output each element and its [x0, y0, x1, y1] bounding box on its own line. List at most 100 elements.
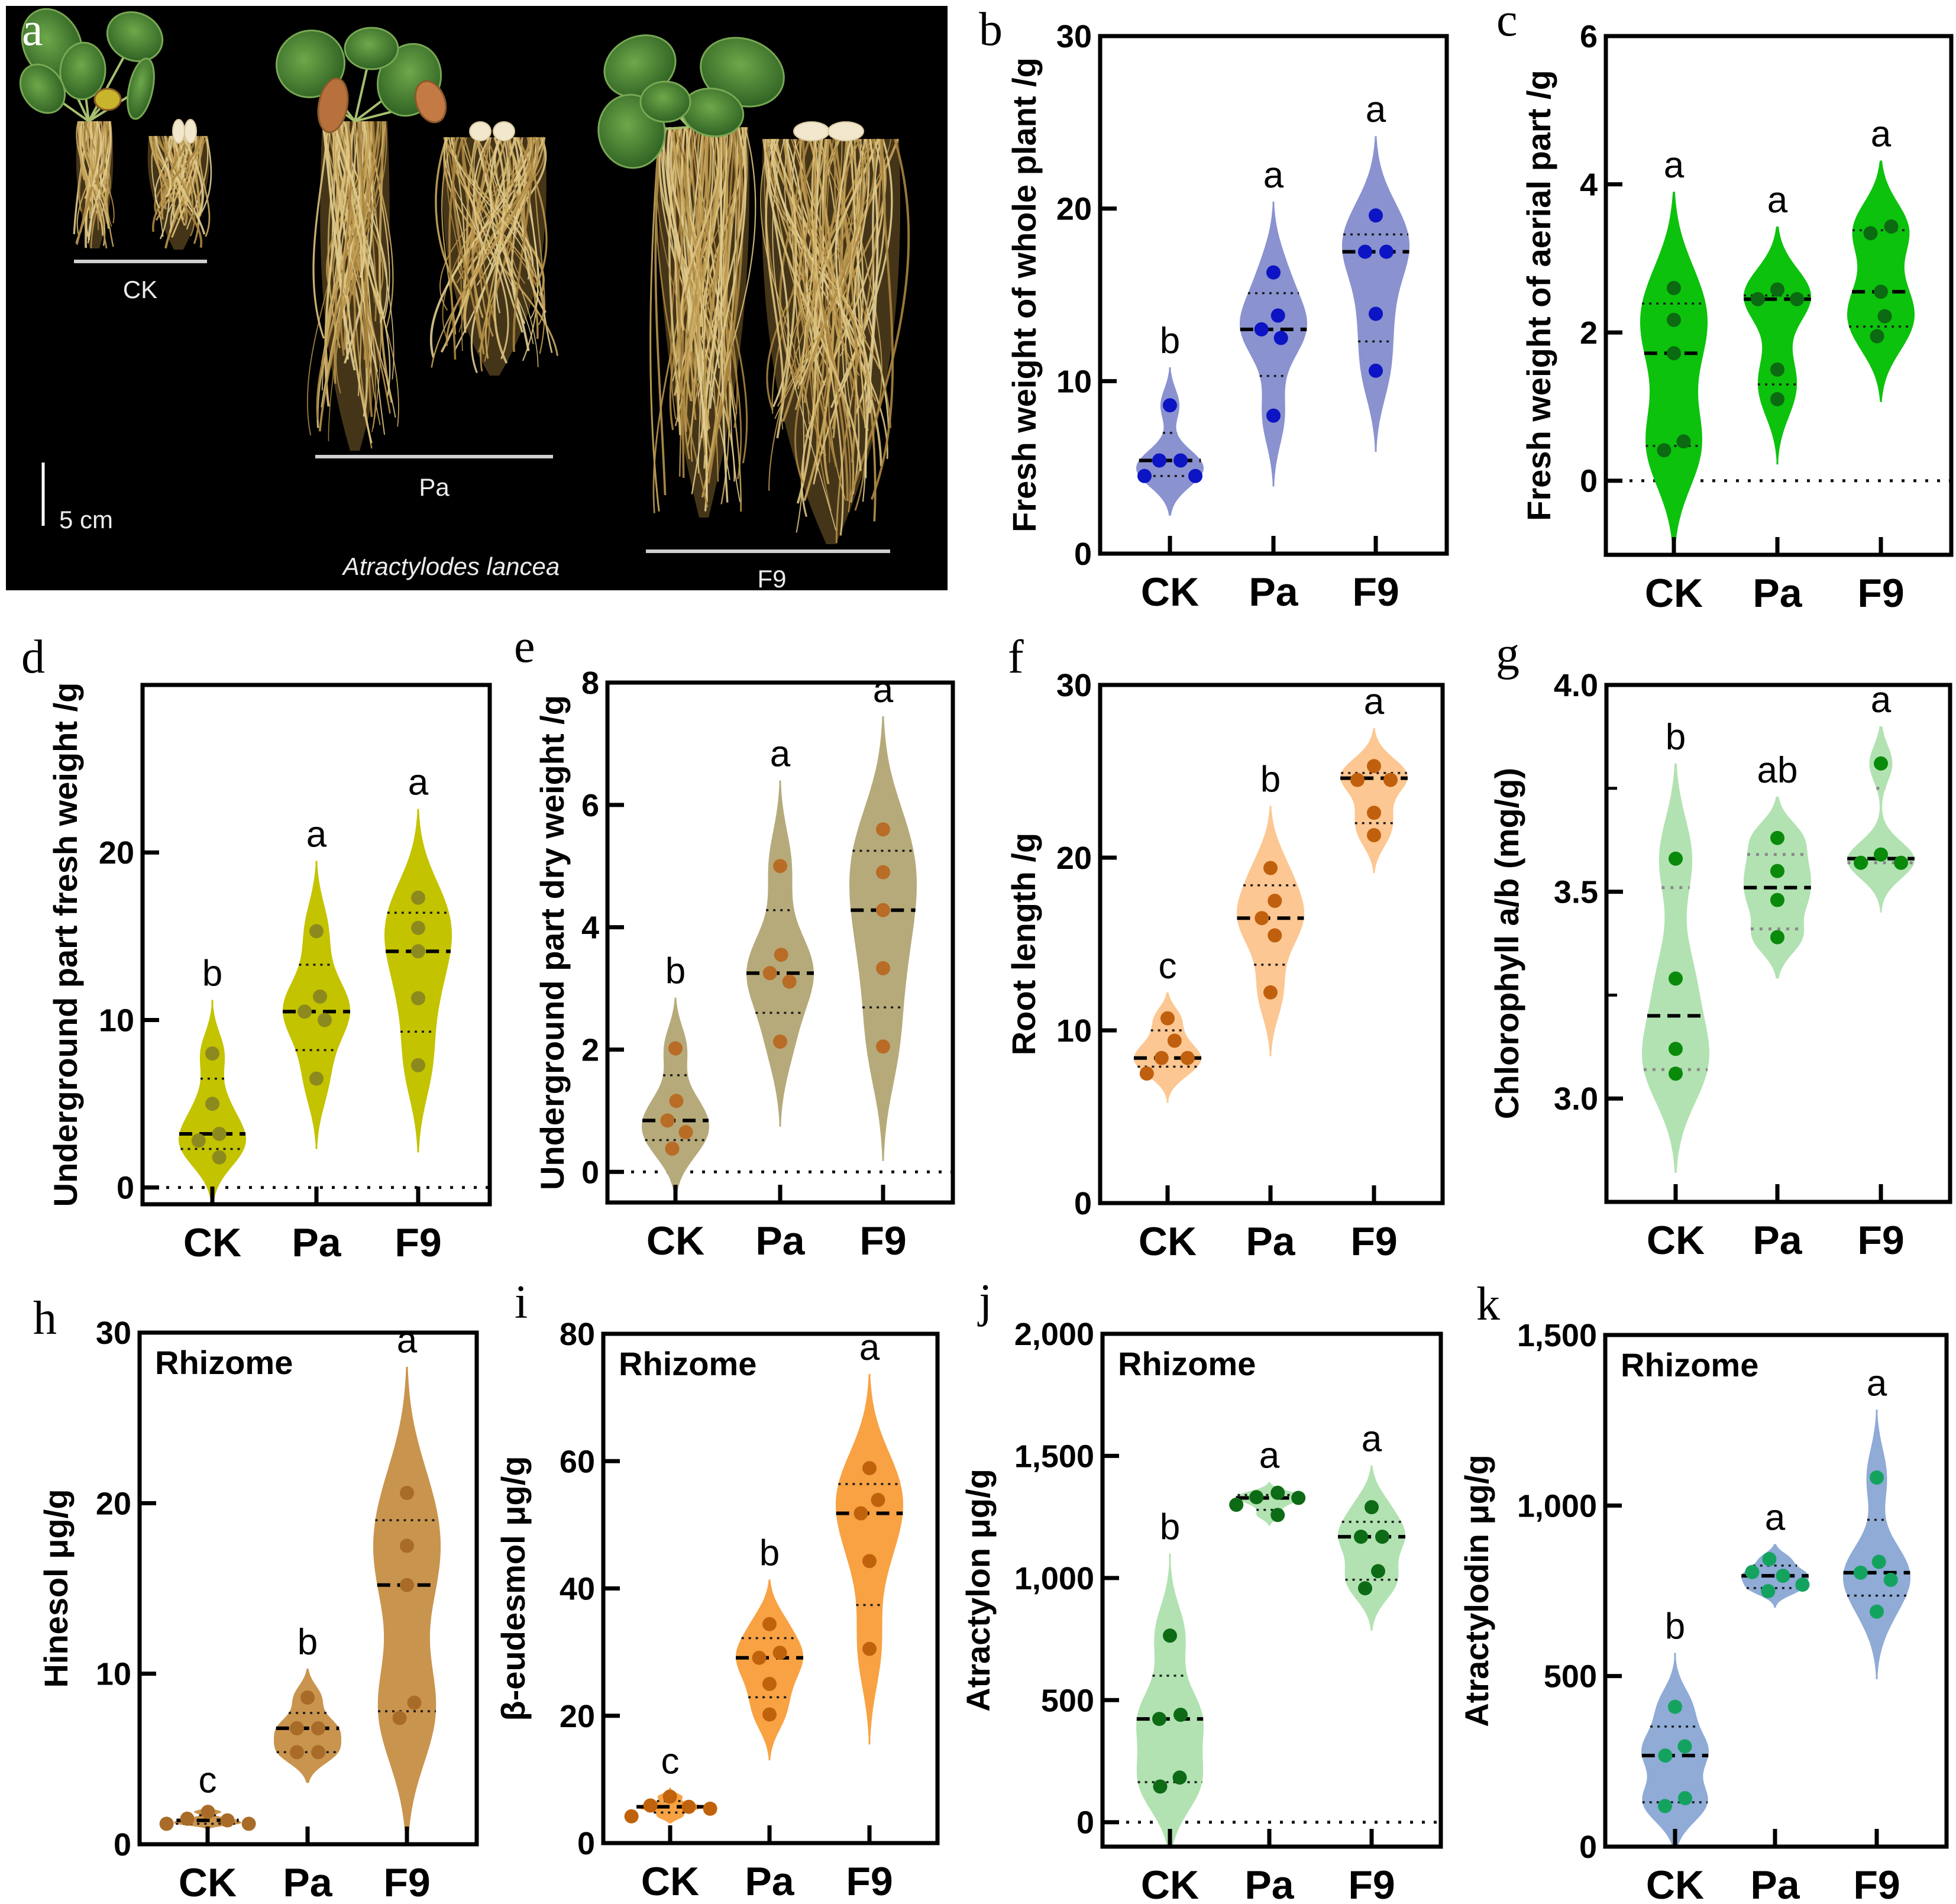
violin-shape [1342, 136, 1409, 452]
root-strand [90, 121, 111, 248]
y-tick-label: 30 [96, 1315, 131, 1351]
violin-group-f9 [1342, 136, 1409, 452]
leaf [93, 88, 122, 111]
y-tick-label: 4 [581, 910, 599, 946]
data-point [1266, 265, 1281, 280]
violin-group-ck [1641, 1653, 1709, 1847]
root-strand [452, 137, 482, 339]
data-point [400, 1577, 414, 1592]
plant-ck-whole [19, 8, 164, 249]
data-point [772, 1646, 787, 1660]
root-strand [843, 138, 892, 428]
root-strand [773, 138, 825, 409]
data-point [411, 920, 425, 935]
plot-area [1103, 1465, 1441, 1847]
x-tick-label: CK [1645, 571, 1703, 616]
root-strand [760, 138, 810, 425]
root-strand [686, 127, 706, 340]
violin-group-f9 [1338, 1465, 1405, 1631]
violin-shape [384, 809, 452, 1153]
chart-panel-j: j Atractylon μg/g b a a Rhizome 0 500 1,000 1,500… [959, 1275, 1443, 1904]
data-point [1669, 851, 1683, 866]
root-strand [445, 137, 463, 351]
y-tick-label: 30 [1056, 668, 1092, 703]
plot-area [1642, 726, 1915, 1174]
data-point [1894, 855, 1908, 870]
data-point [1167, 1033, 1182, 1048]
root-strand [88, 121, 112, 241]
root-strand [518, 137, 548, 285]
scale-bar-label: 5 cm [59, 506, 113, 534]
root-strand [326, 121, 386, 383]
data-point [411, 1058, 425, 1072]
x-tick-label: Pa [1753, 1218, 1802, 1263]
x-tick-label: Pa [283, 1860, 332, 1904]
root-strand [148, 135, 176, 208]
data-point [311, 1721, 325, 1735]
violin-group-f9 [1843, 1410, 1910, 1679]
data-point [1137, 468, 1152, 483]
y-tick-label: 60 [560, 1444, 595, 1479]
violin-group-pa [1744, 796, 1811, 979]
x-tick-label: F9 [846, 1859, 893, 1904]
leaf [414, 80, 447, 124]
plant-f9-rhizome [760, 121, 910, 544]
root-strand [816, 138, 858, 325]
data-point [876, 822, 890, 837]
data-point [773, 859, 787, 874]
x-tick-label: F9 [1857, 1218, 1904, 1263]
data-point [1762, 1551, 1777, 1566]
violin-group-ck [159, 1805, 256, 1831]
root-strand [161, 135, 166, 208]
data-point [309, 1071, 324, 1086]
violin-group-ck [1134, 992, 1201, 1103]
x-tick-label: Pa [1244, 1863, 1294, 1904]
data-point [1657, 443, 1672, 458]
root-strand [79, 121, 104, 236]
data-point [205, 1046, 219, 1061]
data-point [1371, 1564, 1385, 1579]
root-strand [784, 138, 815, 362]
data-point [1874, 285, 1888, 299]
root-strand [174, 135, 208, 221]
root-strand [701, 127, 741, 498]
data-point [1874, 756, 1888, 771]
data-point [1270, 1485, 1285, 1500]
data-point [1350, 772, 1365, 787]
data-point [1870, 1604, 1884, 1619]
x-tick-label: CK [1141, 1863, 1199, 1904]
data-point [1667, 346, 1681, 361]
data-point [1160, 1011, 1175, 1026]
data-point [1383, 772, 1398, 787]
data-point [1874, 847, 1888, 862]
data-point [1273, 331, 1288, 345]
root-strand [683, 127, 717, 460]
significance-letter: c [661, 1741, 680, 1782]
y-tick-label: 3.0 [1554, 1081, 1598, 1117]
data-point [1770, 362, 1784, 377]
leaf [317, 77, 349, 133]
y-tick-label: 0 [117, 1171, 134, 1206]
root-strand [444, 137, 483, 268]
data-point [407, 1695, 422, 1710]
root-strand [493, 137, 508, 364]
significance-letter: b [1665, 1606, 1685, 1647]
root-strand [801, 138, 819, 368]
data-point [1154, 1050, 1169, 1065]
violin-group-f9 [1847, 160, 1915, 402]
root-strand [772, 138, 836, 531]
violin-group-ck [1136, 1553, 1204, 1847]
data-point [159, 1816, 174, 1831]
data-point [1658, 1748, 1673, 1763]
rhizome-bud [793, 121, 830, 141]
data-point [1676, 434, 1691, 449]
panel-label: i [515, 1276, 528, 1328]
root-strand [825, 138, 834, 463]
root-strand [322, 121, 373, 444]
root-strand [792, 138, 838, 467]
root-strand [720, 127, 729, 503]
x-tick-label: F9 [1853, 1863, 1900, 1904]
significance-letter: a [1263, 155, 1284, 196]
